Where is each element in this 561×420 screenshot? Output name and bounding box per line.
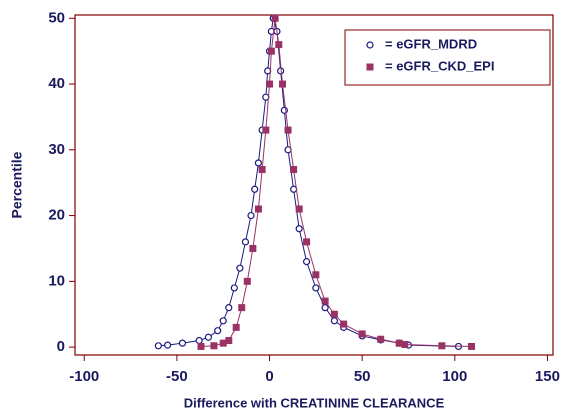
data-point: [225, 304, 233, 312]
x-tick-label: 0: [265, 368, 273, 385]
data-point: [321, 304, 329, 312]
data-point: [295, 205, 303, 213]
data-point: [232, 323, 240, 331]
data-point: [219, 317, 227, 325]
data-point: [197, 342, 205, 350]
data-point: [401, 340, 409, 348]
x-tick-label: 150: [535, 368, 560, 385]
legend-box: [344, 29, 551, 86]
data-point: [230, 284, 238, 292]
data-point: [438, 342, 446, 350]
data-point: [290, 166, 298, 174]
y-axis-title: Percentile: [9, 151, 25, 218]
data-point: [295, 225, 303, 233]
x-tick-label: -100: [69, 368, 99, 385]
data-point: [258, 166, 266, 174]
data-point: [243, 277, 251, 285]
data-point: [195, 336, 203, 345]
data-point: [280, 106, 288, 114]
data-point: [340, 320, 348, 328]
data-point: [271, 14, 279, 22]
data-point: [312, 271, 320, 279]
data-point: [377, 335, 385, 343]
x-axis-title: Difference with CREATININE CLEARANCE: [184, 395, 445, 410]
data-point: [467, 342, 475, 350]
data-point: [247, 211, 255, 220]
data-point: [321, 297, 329, 305]
y-tick-label: 40: [48, 75, 65, 92]
data-point: [358, 330, 366, 338]
y-tick-label: 0: [57, 338, 65, 355]
data-point: [251, 185, 259, 193]
legend-label: = eGFR_CKD_EPI: [385, 58, 494, 73]
data-point: [241, 238, 250, 246]
data-point: [302, 258, 311, 266]
data-point: [210, 342, 218, 350]
plot-frame: [74, 14, 554, 356]
data-point: [236, 264, 244, 272]
y-tick-label: 20: [48, 207, 65, 224]
data-point: [330, 317, 338, 325]
y-tick-label: 50: [48, 9, 65, 26]
data-point: [154, 342, 162, 350]
data-point: [312, 284, 320, 292]
data-point: [225, 337, 233, 345]
data-point: [178, 339, 187, 347]
data-point: [254, 159, 263, 167]
data-point: [204, 333, 212, 341]
data-point: [164, 341, 172, 349]
data-point: [395, 339, 403, 347]
data-point: [238, 304, 246, 312]
x-tick-label: 100: [442, 368, 467, 385]
legend-label: = eGFR_MDRD: [385, 36, 477, 51]
legend-marker: [366, 63, 374, 71]
data-point: [267, 47, 275, 55]
data-point: [330, 310, 338, 318]
x-tick-label: -50: [166, 368, 188, 385]
data-point: [279, 80, 287, 88]
data-point: [303, 238, 311, 246]
data-point: [266, 80, 274, 88]
data-point: [214, 327, 222, 335]
y-tick-label: 10: [48, 272, 65, 289]
data-point: [219, 339, 227, 347]
x-tick-label: 50: [354, 368, 371, 385]
data-point: [275, 41, 283, 49]
data-point: [262, 126, 270, 134]
data-point: [254, 205, 262, 213]
data-point: [284, 126, 292, 134]
legend-marker: [366, 41, 374, 49]
y-tick-label: 30: [48, 141, 65, 158]
data-point: [249, 244, 257, 252]
